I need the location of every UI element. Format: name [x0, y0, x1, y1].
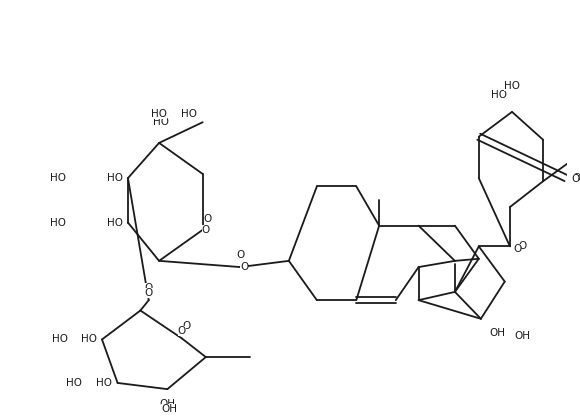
Text: HO: HO — [66, 378, 82, 388]
Text: O: O — [144, 283, 153, 293]
Text: HO: HO — [50, 217, 66, 228]
Text: OH: OH — [161, 404, 177, 414]
Text: O: O — [202, 225, 210, 235]
Text: HO: HO — [151, 109, 168, 119]
Text: OH: OH — [514, 331, 530, 341]
Text: HO: HO — [182, 109, 198, 119]
Text: O: O — [236, 250, 244, 260]
Text: HO: HO — [491, 91, 507, 100]
Text: O: O — [204, 215, 212, 225]
Text: HO: HO — [107, 173, 123, 183]
Text: O: O — [182, 321, 190, 331]
Text: O: O — [519, 241, 527, 251]
Text: O: O — [178, 326, 186, 336]
Text: OH: OH — [160, 398, 175, 409]
Text: HO: HO — [52, 334, 68, 344]
Text: O: O — [571, 174, 579, 184]
Text: HO: HO — [154, 117, 169, 127]
Text: O: O — [240, 262, 248, 272]
Text: O: O — [144, 288, 153, 298]
Text: OH: OH — [489, 328, 505, 338]
Text: HO: HO — [96, 378, 113, 388]
Text: HO: HO — [81, 334, 97, 344]
Text: O: O — [572, 173, 580, 183]
Text: HO: HO — [107, 217, 123, 228]
Text: HO: HO — [50, 173, 66, 183]
Text: O: O — [513, 244, 521, 254]
Text: HO: HO — [504, 81, 520, 91]
